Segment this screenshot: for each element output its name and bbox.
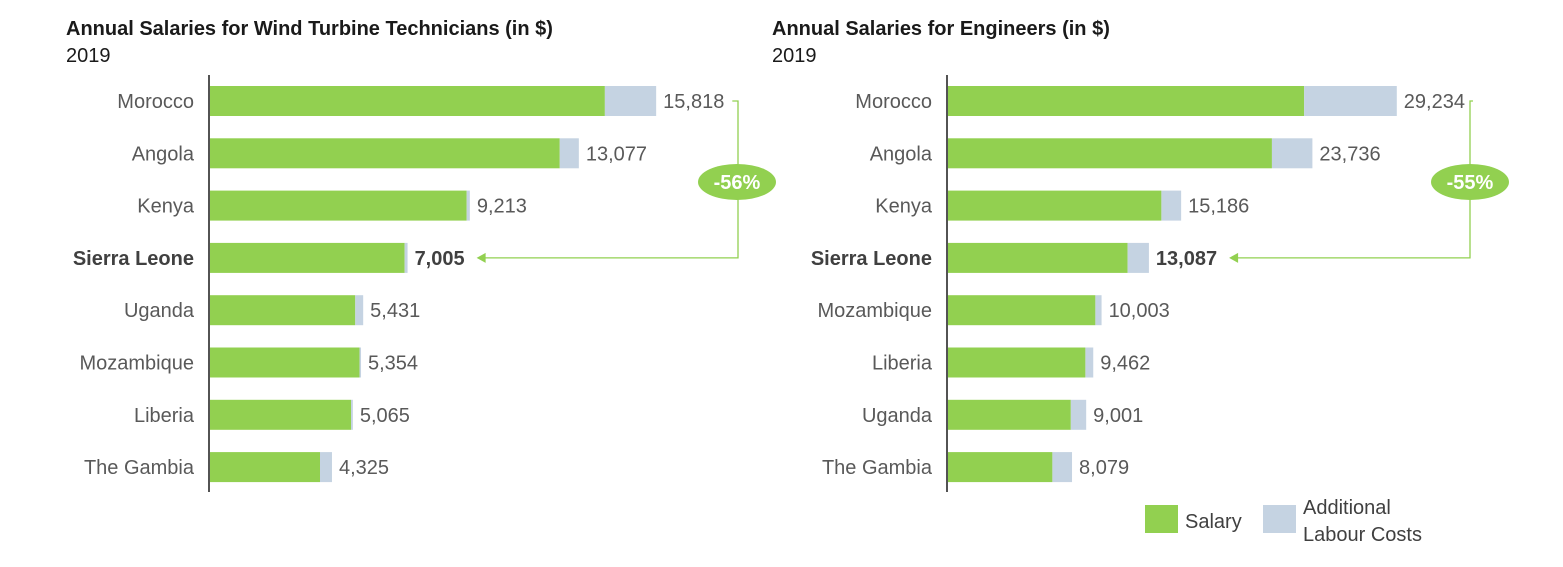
chart2-bar-additional-liberia <box>1085 347 1094 378</box>
chart1-bar-additional-liberia <box>351 399 353 430</box>
chart1-value-label-sierra-leone: 7,005 <box>415 248 465 270</box>
chart1-category-label-uganda: Uganda <box>124 300 195 322</box>
chart2-category-label-kenya: Kenya <box>875 196 933 218</box>
chart1-value-label-uganda: 5,431 <box>370 300 420 322</box>
chart2-bar-additional-mozambique <box>1095 295 1102 326</box>
chart1-bar-additional-morocco <box>604 86 657 116</box>
chart1-category-label-the-gambia: The Gambia <box>84 457 195 479</box>
chart1-bar-salary-the-gambia <box>210 452 320 483</box>
chart2-value-label-uganda: 9,001 <box>1093 405 1143 427</box>
chart1-connector-arrowhead <box>476 252 486 263</box>
chart1-bar-additional-the-gambia <box>320 452 332 483</box>
chart2-value-label-angola: 23,736 <box>1319 143 1380 165</box>
chart2-category-label-the-gambia: The Gambia <box>822 457 933 479</box>
chart1-value-label-angola: 13,077 <box>586 143 647 165</box>
legend-salary-swatch <box>1145 505 1178 533</box>
chart1-bar-additional-kenya <box>466 190 470 221</box>
chart1-value-label-mozambique: 5,354 <box>368 353 418 375</box>
chart2-change-badge-label: -55% <box>1447 172 1494 194</box>
chart2-connector-arrowhead <box>1229 252 1239 263</box>
chart2-value-label-liberia: 9,462 <box>1100 353 1150 375</box>
chart1-change-badge-label: -56% <box>714 172 761 194</box>
chart2-value-label-the-gambia: 8,079 <box>1079 457 1129 479</box>
chart1-bar-salary-kenya <box>210 190 467 221</box>
chart2-category-label-uganda: Uganda <box>862 405 933 427</box>
chart1-bar-additional-uganda <box>355 295 364 326</box>
chart1-bar-additional-sierra-leone <box>404 242 408 273</box>
legend-additional-label-line2: Labour Costs <box>1303 524 1422 546</box>
chart2-bar-salary-the-gambia <box>948 452 1053 483</box>
chart1-category-label-kenya: Kenya <box>137 196 195 218</box>
chart1-bar-salary-uganda <box>210 295 356 326</box>
chart2-bar-additional-angola <box>1271 138 1313 169</box>
chart2-value-label-mozambique: 10,003 <box>1109 300 1170 322</box>
chart1-title: Annual Salaries for Wind Turbine Technic… <box>66 18 553 40</box>
chart2-category-label-morocco: Morocco <box>855 91 932 113</box>
chart1-value-label-the-gambia: 4,325 <box>339 457 389 479</box>
chart2-category-label-angola: Angola <box>870 143 933 165</box>
chart1-category-label-angola: Angola <box>132 143 195 165</box>
chart1-category-label-morocco: Morocco <box>117 91 194 113</box>
chart2-bar-salary-liberia <box>948 347 1086 378</box>
chart2-category-label-mozambique: Mozambique <box>817 300 932 322</box>
legend: Salary Additional Labour Costs <box>1145 497 1422 546</box>
chart1-bar-salary-angola <box>210 138 560 169</box>
chart2-bar-salary-kenya <box>948 190 1162 221</box>
chart2-value-label-morocco: 29,234 <box>1404 91 1465 113</box>
chart1-bar-salary-sierra-leone <box>210 242 405 273</box>
chart1-bar-salary-mozambique <box>210 347 360 378</box>
chart2-bar-salary-mozambique <box>948 295 1096 326</box>
chart2-bar-additional-kenya <box>1161 190 1182 221</box>
chart1-plot: Morocco 15,818 Angola 13,077 Kenya 9,213 Sierr… <box>73 75 776 492</box>
chart1-bar-salary-morocco <box>210 86 605 116</box>
chart2-category-label-sierra-leone: Sierra Leone <box>811 248 932 270</box>
chart2-plot: Morocco 29,234 Angola 23,736 Kenya 15,186 Sier… <box>811 75 1509 492</box>
chart2-bar-additional-the-gambia <box>1052 452 1073 483</box>
chart2-title: Annual Salaries for Engineers (in $) <box>772 18 1110 40</box>
chart2-bar-additional-uganda <box>1070 399 1087 430</box>
chart1-value-label-kenya: 9,213 <box>477 196 527 218</box>
chart1-category-label-liberia: Liberia <box>134 405 195 427</box>
chart1-value-label-morocco: 15,818 <box>663 91 724 113</box>
chart2-bar-salary-angola <box>948 138 1272 169</box>
chart1-subtitle: 2019 <box>66 45 111 67</box>
legend-additional-label-line1: Additional <box>1303 497 1391 519</box>
chart1-bar-additional-angola <box>559 138 579 169</box>
chart2-value-label-kenya: 15,186 <box>1188 196 1249 218</box>
chart2-bar-salary-sierra-leone <box>948 242 1128 273</box>
chart2-bar-salary-uganda <box>948 399 1071 430</box>
legend-salary-label: Salary <box>1185 511 1242 533</box>
chart2-bar-additional-morocco <box>1304 86 1397 116</box>
chart1-bar-additional-mozambique <box>359 347 362 378</box>
legend-additional-swatch <box>1263 505 1296 533</box>
chart2-bar-salary-morocco <box>948 86 1305 116</box>
chart2-value-label-sierra-leone: 13,087 <box>1156 248 1217 270</box>
chart1-bar-salary-liberia <box>210 399 352 430</box>
chart1-category-label-mozambique: Mozambique <box>79 353 194 375</box>
chart1-change-badge <box>698 164 776 200</box>
chart2-category-label-liberia: Liberia <box>872 353 933 375</box>
chart2-subtitle: 2019 <box>772 45 817 67</box>
chart2-change-badge <box>1431 164 1509 200</box>
chart1-category-label-sierra-leone: Sierra Leone <box>73 248 194 270</box>
chart1-value-label-liberia: 5,065 <box>360 405 410 427</box>
chart2-bar-additional-sierra-leone <box>1127 242 1149 273</box>
